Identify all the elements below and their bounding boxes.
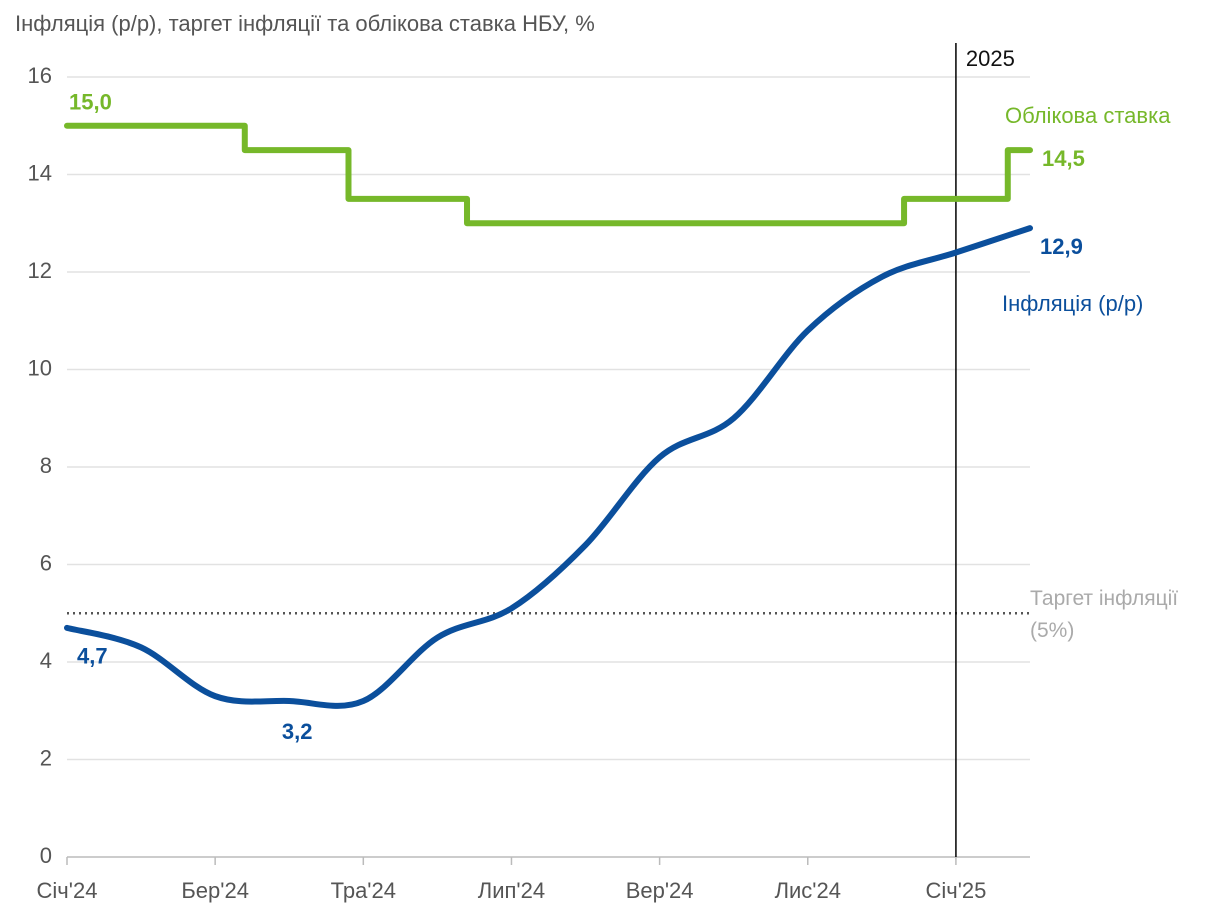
y-tick-label: 6 xyxy=(40,550,52,575)
y-tick-label: 4 xyxy=(40,648,52,673)
data-label: 14,5 xyxy=(1042,146,1085,171)
series-line xyxy=(64,122,1033,227)
y-tick-label: 8 xyxy=(40,453,52,478)
series-line xyxy=(64,225,1033,709)
data-label: 3,2 xyxy=(282,719,313,744)
x-tick-label: Вер'24 xyxy=(626,878,694,903)
y-tick-label: 12 xyxy=(28,258,52,283)
data-label: 15,0 xyxy=(69,90,112,115)
y-tick-label: 10 xyxy=(28,355,52,380)
x-tick-label: Січ'25 xyxy=(925,878,986,903)
y-tick-label: 2 xyxy=(40,745,52,770)
chart-title: Інфляція (р/р), таргет інфляції та облік… xyxy=(15,11,595,36)
x-tick-label: Січ'24 xyxy=(37,878,98,903)
target-label: Таргет інфляції (5%) xyxy=(1030,587,1179,642)
data-label: 4,7 xyxy=(77,644,108,669)
y-tick-label: 0 xyxy=(40,843,52,868)
data-label: 12,9 xyxy=(1040,234,1083,259)
year-label: 2025 xyxy=(966,46,1015,71)
x-tick-label: Бер'24 xyxy=(181,878,249,903)
x-tick-label: Тра'24 xyxy=(331,878,396,903)
y-tick-label: 14 xyxy=(28,160,52,185)
y-tick-label: 16 xyxy=(28,63,52,88)
x-tick-label: Лип'24 xyxy=(478,878,545,903)
x-tick-label: Лис'24 xyxy=(775,878,841,903)
legend-label: Облікова ставка xyxy=(1005,103,1171,128)
legend-label: Інфляція (р/р) xyxy=(1002,291,1143,316)
